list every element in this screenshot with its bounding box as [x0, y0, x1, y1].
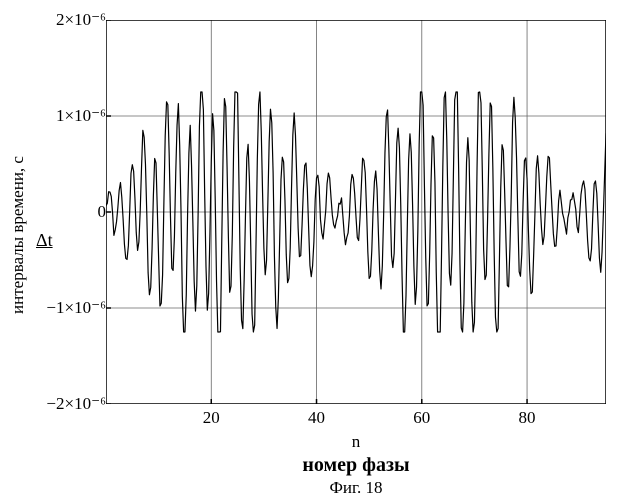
- y-axis-outer-label: интервалы времени, с: [8, 0, 28, 470]
- figure-container: интервалы времени, с Δt −2×10⁻⁶ −1×10⁻⁶ …: [0, 0, 641, 500]
- xtick-label: 40: [308, 408, 325, 428]
- y-axis-series-label: Δt: [36, 230, 53, 251]
- ytick-label: 0: [98, 202, 107, 222]
- figure-caption: Фиг. 18: [329, 478, 382, 498]
- xtick-label: 60: [413, 408, 430, 428]
- xtick-label: 80: [519, 408, 536, 428]
- ytick-label: 2×10⁻⁶: [56, 10, 106, 30]
- xtick-label: 20: [203, 408, 220, 428]
- ytick-label: −2×10⁻⁶: [46, 394, 106, 414]
- chart-plot: [106, 20, 606, 404]
- x-axis-symbol: n: [352, 432, 361, 452]
- y-axis-outer-label-text: интервалы времени, с: [8, 156, 28, 314]
- x-axis-title: номер фазы: [302, 454, 409, 477]
- ytick-label: 1×10⁻⁶: [56, 106, 106, 126]
- ytick-label: −1×10⁻⁶: [46, 298, 106, 318]
